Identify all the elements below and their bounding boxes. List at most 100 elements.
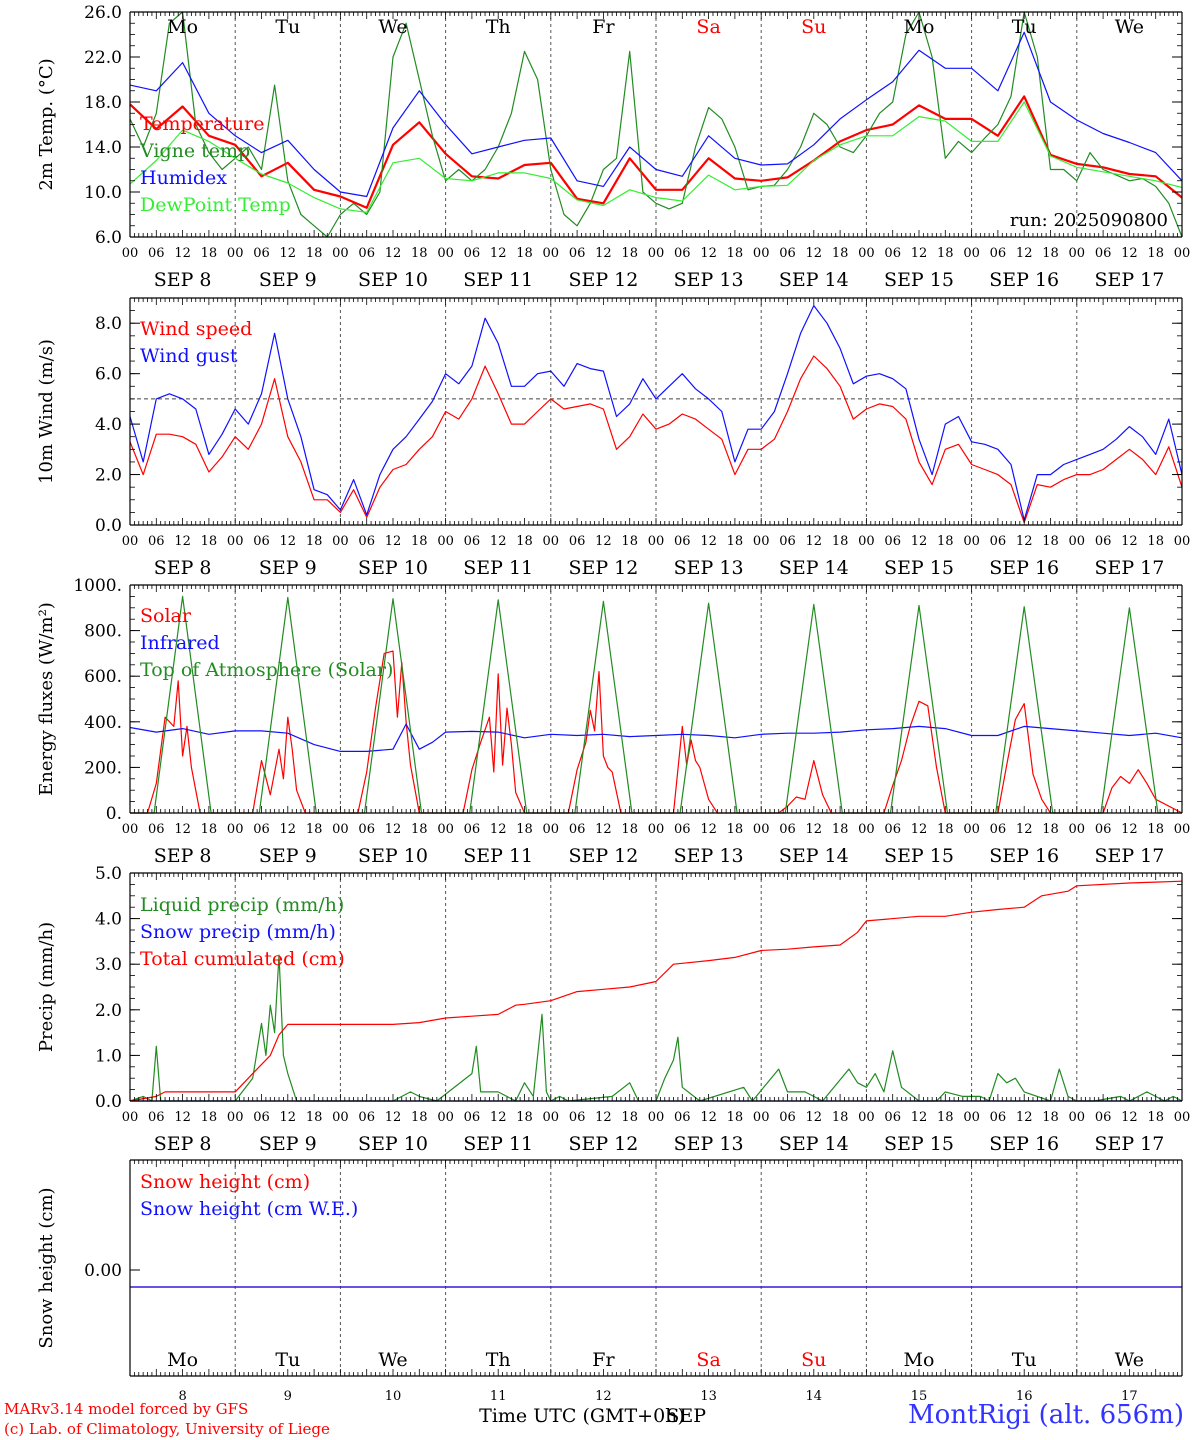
y-tick-label: 0.00 — [84, 1261, 122, 1281]
hour-label: 18 — [727, 246, 744, 261]
hour-label: 00 — [858, 822, 875, 837]
y-tick-label: 200. — [84, 758, 122, 778]
hour-label: 12 — [385, 1110, 402, 1125]
hour-label: 00 — [1174, 534, 1191, 549]
hour-label: 06 — [1095, 246, 1112, 261]
hour-label: 18 — [1042, 534, 1059, 549]
hour-label: 06 — [148, 1110, 165, 1125]
hour-label: 18 — [516, 246, 533, 261]
hour-label: 06 — [253, 822, 270, 837]
legend-entry: Infrared — [140, 632, 220, 654]
hour-label: 18 — [937, 1110, 954, 1125]
hour-label: 00 — [1069, 246, 1086, 261]
hour-label: 06 — [779, 822, 796, 837]
day-number: 17 — [1121, 1389, 1138, 1404]
date-label: SEP 12 — [568, 845, 638, 867]
y-axis-title: Snow height (cm) — [36, 1187, 57, 1348]
hour-label: 18 — [411, 534, 428, 549]
hour-label: 00 — [437, 246, 454, 261]
hour-label: 00 — [858, 534, 875, 549]
legend-entry: Humidex — [140, 167, 227, 189]
hour-label: 18 — [621, 534, 638, 549]
hour-label: 06 — [253, 534, 270, 549]
date-label: SEP 16 — [989, 1133, 1059, 1155]
hour-label: 06 — [884, 246, 901, 261]
hour-label: 18 — [306, 246, 323, 261]
series-line-infrared — [129, 723, 1183, 753]
hour-label: 12 — [1016, 534, 1033, 549]
date-label: SEP 10 — [358, 557, 428, 579]
legend-entry: Wind gust — [140, 345, 238, 367]
hour-label: 06 — [674, 1110, 691, 1125]
hour-label: 00 — [1069, 822, 1086, 837]
hour-label: 00 — [543, 1110, 560, 1125]
hour-label: 00 — [1069, 1110, 1086, 1125]
hour-label: 06 — [779, 534, 796, 549]
hour-label: 18 — [727, 534, 744, 549]
day-label: Mo — [904, 16, 935, 38]
day-label: Tu — [1012, 16, 1037, 38]
date-label: SEP 8 — [154, 269, 212, 291]
date-label: SEP 11 — [463, 845, 533, 867]
day-label: Mo — [904, 1349, 935, 1371]
hour-label: 18 — [411, 246, 428, 261]
hour-label: 06 — [1095, 534, 1112, 549]
hour-label: 00 — [753, 534, 770, 549]
y-tick-label: 3.0 — [95, 955, 122, 975]
hour-label: 00 — [963, 534, 980, 549]
month-label: SEP — [666, 1405, 706, 1427]
hour-label: 12 — [595, 822, 612, 837]
y-tick-label: 400. — [84, 713, 122, 733]
date-label: SEP 14 — [779, 1133, 849, 1155]
hour-label: 12 — [1121, 534, 1138, 549]
hour-label: 00 — [963, 1110, 980, 1125]
day-label: Tu — [1012, 1349, 1037, 1371]
hour-label: 12 — [490, 534, 507, 549]
hour-label: 18 — [1147, 1110, 1164, 1125]
hour-label: 12 — [280, 1110, 297, 1125]
hour-label: 18 — [937, 822, 954, 837]
day-label: Su — [801, 1349, 826, 1371]
date-label: SEP 16 — [989, 557, 1059, 579]
hour-label: 00 — [437, 534, 454, 549]
hour-label: 12 — [490, 1110, 507, 1125]
date-label: SEP 16 — [989, 845, 1059, 867]
day-label: We — [378, 16, 407, 38]
hour-label: 06 — [990, 246, 1007, 261]
day-number: 15 — [911, 1389, 928, 1404]
day-label: Mo — [167, 16, 198, 38]
day-label: Fr — [592, 16, 615, 38]
hour-label: 06 — [358, 1110, 375, 1125]
hour-label: 18 — [306, 1110, 323, 1125]
date-label: SEP 9 — [259, 557, 317, 579]
legend-entry: Liquid precip (mm/h) — [140, 894, 344, 916]
hour-label: 12 — [174, 822, 191, 837]
hour-label: 12 — [490, 246, 507, 261]
day-label: Sa — [696, 1349, 720, 1371]
y-tick-label: 2.0 — [95, 1001, 122, 1021]
hour-label: 06 — [358, 534, 375, 549]
date-label: SEP 17 — [1094, 557, 1164, 579]
hour-label: 12 — [280, 534, 297, 549]
hour-label: 00 — [227, 534, 244, 549]
hour-label: 06 — [1095, 1110, 1112, 1125]
hour-label: 00 — [648, 822, 665, 837]
hour-label: 18 — [832, 246, 849, 261]
y-tick-label: 1000. — [73, 576, 122, 596]
y-tick-label: 1.0 — [95, 1046, 122, 1066]
y-tick-label: 0. — [106, 804, 122, 824]
lab-credit: (c) Lab. of Climatology, University of L… — [4, 1420, 330, 1438]
hour-label: 00 — [1069, 534, 1086, 549]
hour-label: 06 — [779, 1110, 796, 1125]
series-line-total-cumulated-cm- — [129, 880, 1183, 1102]
date-label: SEP 12 — [568, 269, 638, 291]
y-tick-label: 800. — [84, 622, 122, 642]
hour-label: 18 — [832, 1110, 849, 1125]
hour-label: 06 — [884, 1110, 901, 1125]
legend-entry: Total cumulated (cm) — [140, 948, 345, 970]
hour-label: 18 — [201, 822, 218, 837]
date-label: SEP 8 — [154, 1133, 212, 1155]
y-tick-label: 14.0 — [84, 138, 122, 158]
y-tick-label: 0.0 — [95, 516, 122, 536]
hour-label: 12 — [280, 246, 297, 261]
